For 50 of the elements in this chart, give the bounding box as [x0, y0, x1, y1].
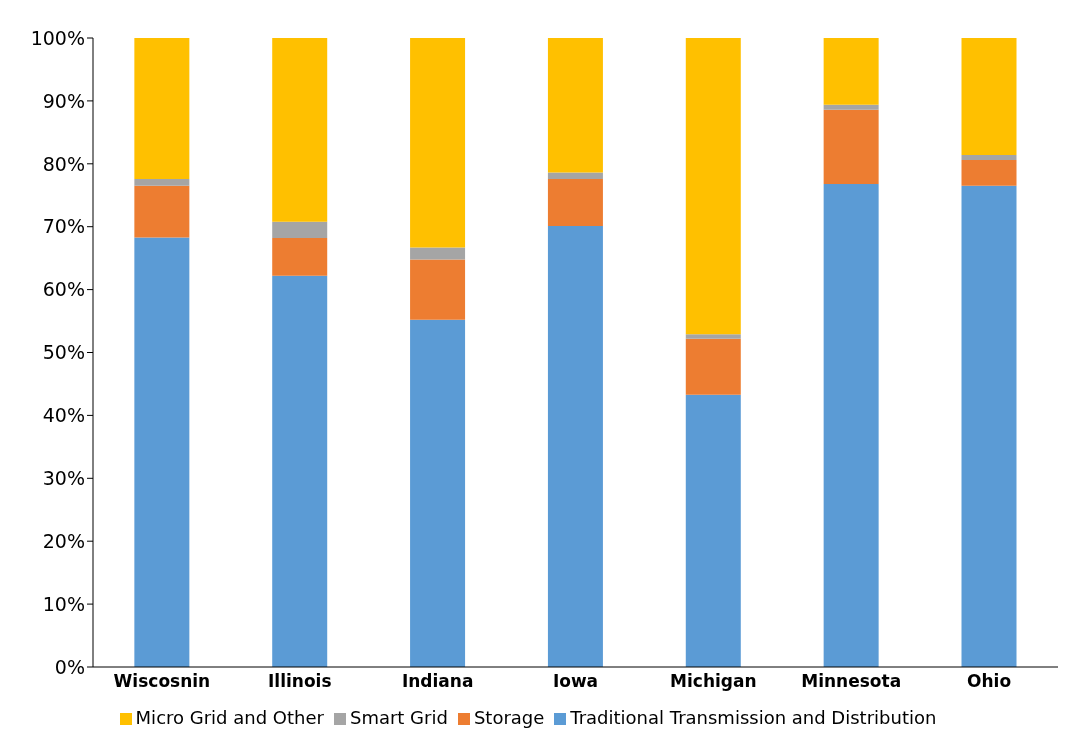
y-tick-label: 50% — [42, 341, 85, 364]
legend-label: Storage — [473, 707, 545, 728]
bar — [961, 154, 1017, 161]
y-tick-label: 30% — [42, 467, 85, 490]
bar — [272, 221, 328, 239]
bar — [823, 104, 879, 110]
bar — [272, 38, 328, 222]
x-tick-label: Illinois — [268, 671, 332, 692]
x-tick-label: Michigan — [670, 671, 757, 692]
y-tick-label: 40% — [42, 404, 85, 427]
y-tick-label: 0% — [54, 655, 85, 678]
y-tick-label: 70% — [42, 215, 85, 238]
y-tick-label: 60% — [42, 278, 85, 301]
bar — [547, 172, 603, 179]
x-tick-label: Iowa — [552, 671, 599, 692]
legend-label: Micro Grid and Other — [135, 707, 324, 728]
bar — [272, 275, 328, 667]
bar — [547, 178, 603, 227]
bar — [134, 237, 190, 667]
x-tick-label: Indiana — [401, 671, 474, 692]
bar — [547, 38, 603, 173]
y-tick-label: 100% — [30, 26, 85, 49]
bar — [961, 160, 1017, 186]
y-tick-label: 80% — [42, 152, 85, 175]
bar — [410, 247, 466, 260]
bar — [134, 38, 190, 179]
x-tick-label: Wiscosnin — [113, 671, 211, 692]
bar — [134, 185, 190, 238]
bar — [961, 185, 1017, 667]
legend-label: Smart Grid — [349, 707, 448, 728]
bar — [547, 226, 603, 667]
bar — [685, 38, 741, 335]
y-tick-label: 10% — [42, 592, 85, 615]
bar — [410, 259, 466, 320]
x-tick-label: Minnesota — [801, 671, 902, 692]
bar — [823, 109, 879, 184]
bar — [685, 394, 741, 667]
legend-label: Traditional Transmission and Distribution — [570, 707, 937, 728]
bar — [410, 319, 466, 667]
x-tick-label: Ohio — [967, 671, 1012, 692]
bar — [685, 338, 741, 395]
bar — [272, 238, 328, 276]
y-tick-label: 90% — [42, 89, 85, 112]
bar — [823, 38, 879, 105]
bar — [961, 38, 1017, 155]
y-tick-label: 20% — [42, 529, 85, 552]
bar — [410, 38, 466, 248]
bar — [823, 183, 879, 667]
bar — [685, 334, 741, 339]
bar — [134, 178, 190, 186]
